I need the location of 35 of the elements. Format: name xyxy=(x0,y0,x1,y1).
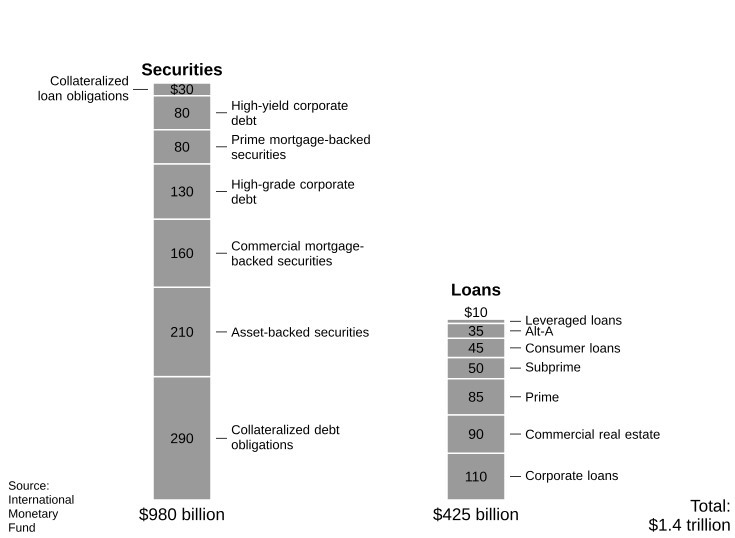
data-label: 130 xyxy=(171,186,194,196)
series-label: Collateralized loan obligations xyxy=(38,76,128,103)
text: $1.4 trillion xyxy=(648,518,730,532)
data-label: 35 xyxy=(468,326,484,336)
total-label: $980 billion xyxy=(139,508,224,522)
data-label: 290 xyxy=(171,433,194,444)
series-label: Commercial real estate xyxy=(526,429,660,439)
data-label: 80 xyxy=(174,108,190,118)
series-label: Prime xyxy=(526,392,559,402)
data-label: $10 xyxy=(464,306,488,318)
total-label: $425 billion xyxy=(433,508,518,522)
annotation: Source: International Monetary Fund xyxy=(8,481,74,532)
data-label: 80 xyxy=(174,142,190,152)
series-label: Corporate loans xyxy=(526,470,618,483)
series-label: Leveraged loans xyxy=(526,315,622,328)
series-label: Prime mortgage-backed securities xyxy=(232,134,370,160)
series-label: Asset-backed securities xyxy=(231,327,369,337)
data-label: 50 xyxy=(468,363,484,374)
data-label: 85 xyxy=(468,392,484,402)
series-label: High-yield corporate debt xyxy=(232,100,348,126)
data-label: 90 xyxy=(468,429,484,440)
series-label: Collateralized debt obligations xyxy=(232,424,340,452)
x-tick-label: Securities xyxy=(142,62,222,76)
data-label: 210 xyxy=(171,326,194,337)
data-label: 110 xyxy=(466,472,487,482)
data-label: 45 xyxy=(468,343,484,353)
series-label: Commercial mortgage-backed securities xyxy=(232,240,364,266)
data-label: 160 xyxy=(171,248,194,258)
data-label: $30 xyxy=(170,84,194,96)
series-label: Alt-A xyxy=(525,326,554,336)
series-label: High-grade corporate debt xyxy=(232,179,354,204)
x-tick-label: Loans xyxy=(452,284,500,296)
text: Total: xyxy=(690,499,730,512)
series-label: Consumer loans xyxy=(526,343,620,353)
series-label: Subprime xyxy=(526,362,580,374)
